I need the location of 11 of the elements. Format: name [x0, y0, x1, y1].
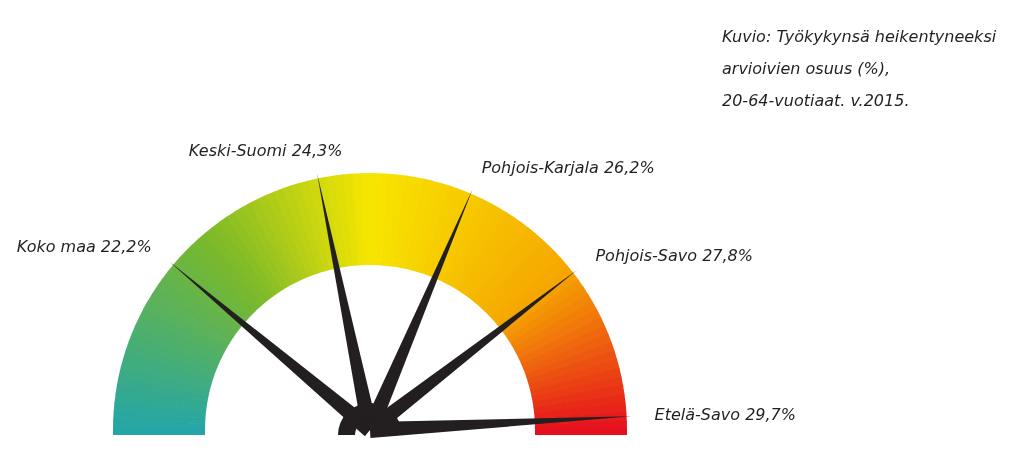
data-label: 26,2% — [603, 157, 655, 177]
text: Kuvio: Työkykynsä heikentyneeksi arvioivien osuus (%), 20-64-vuotiaat. v.2015. — [722, 27, 997, 110]
category-label: Keski-Suomi — [188, 140, 292, 160]
category-label: Etelä-Savo — [654, 405, 746, 425]
data-label: 24,3% — [291, 140, 343, 160]
category-label: Pohjois-Savo — [595, 245, 703, 265]
data-label: 29,7% — [745, 405, 796, 425]
category-label: Koko maa — [16, 236, 101, 256]
category-label: Pohjois-Karjala — [481, 157, 604, 177]
data-label: 22,2% — [100, 236, 152, 256]
data-label: 27,8% — [702, 245, 753, 265]
